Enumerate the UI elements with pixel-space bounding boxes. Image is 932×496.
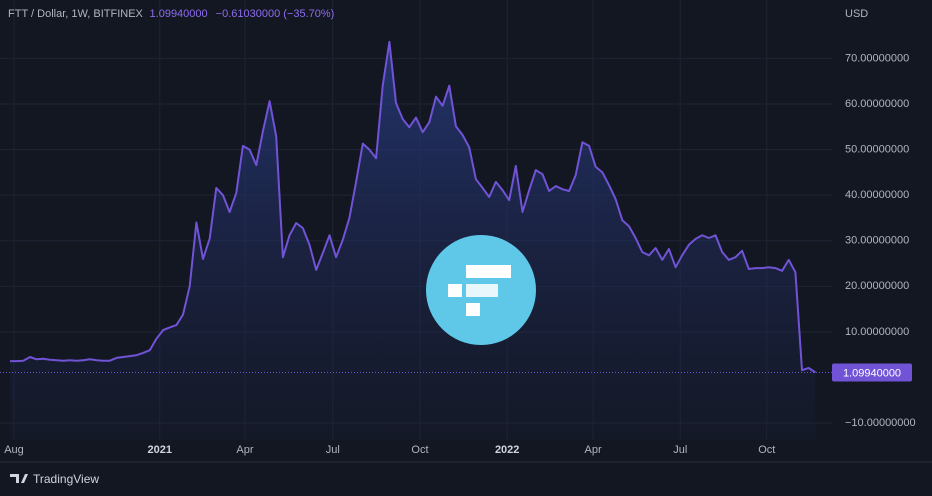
footer-brand: TradingView — [33, 472, 99, 486]
x-tick-label: Oct — [411, 444, 428, 456]
plot — [0, 40, 832, 441]
price-change: −0.61030000 (−35.70%) — [216, 8, 335, 20]
y-tick-label: 40.00000000 — [845, 189, 909, 201]
price-tag — [832, 363, 912, 382]
chart-title: FTT / Dollar, 1W, BITFINEX — [8, 8, 144, 20]
y-tick-label: 30.00000000 — [845, 235, 909, 247]
x-tick-label: Apr — [584, 444, 601, 456]
axis-unit: USD — [845, 8, 868, 20]
y-tick-label: 60.00000000 — [845, 98, 909, 110]
price-tag-label: 1.09940000 — [843, 367, 901, 379]
price-line — [10, 40, 816, 374]
y-tick-label: −10.00000000 — [845, 417, 916, 429]
x-tick-label: 2022 — [495, 444, 519, 456]
y-tick-label: 70.00000000 — [845, 52, 909, 64]
y-tick-label: 10.00000000 — [845, 326, 909, 338]
y-tick-label: 50.00000000 — [845, 143, 909, 155]
x-tick-label: Aug — [4, 444, 24, 456]
tv-logo — [10, 474, 28, 483]
ftx-logo — [426, 235, 536, 345]
last-price: 1.09940000 — [150, 8, 208, 20]
x-tick-label: Oct — [758, 444, 775, 456]
x-tick-label: Jul — [326, 444, 340, 456]
x-tick-label: 2021 — [148, 444, 172, 456]
x-tick-label: Apr — [236, 444, 253, 456]
x-tick-label: Jul — [673, 444, 687, 456]
area-fill — [9, 41, 816, 441]
y-tick-label: 20.00000000 — [845, 280, 909, 292]
